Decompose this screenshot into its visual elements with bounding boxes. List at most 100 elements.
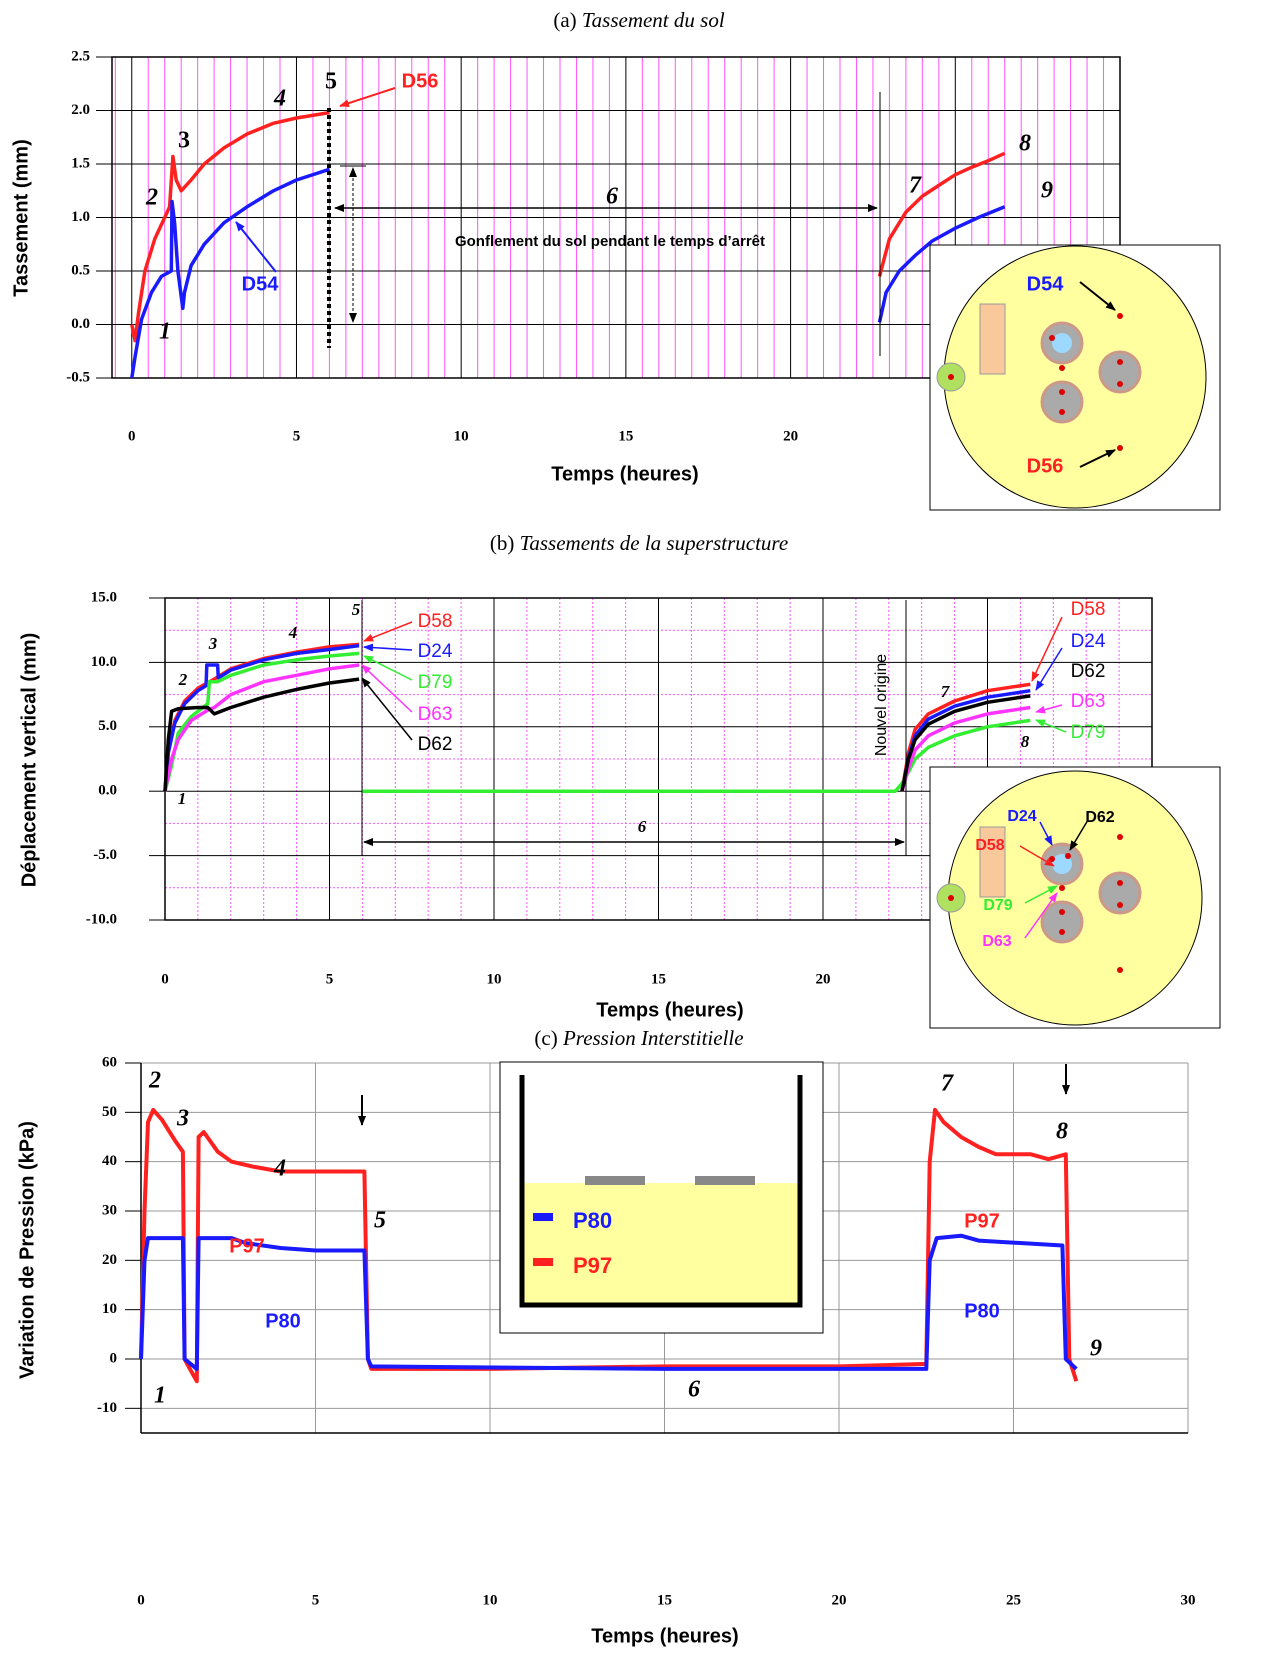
series-label: D62 (1071, 661, 1106, 682)
label-arrow (235, 221, 277, 273)
series-label: D56 (402, 70, 439, 92)
series-label: P97 (229, 1235, 265, 1257)
annotation: 3 (178, 128, 190, 154)
dot (1059, 409, 1065, 415)
label-arrow (363, 655, 413, 681)
dot (1049, 856, 1055, 862)
series-label: D79 (1071, 722, 1106, 743)
panel-title: (c) Pression Interstitielle (534, 1026, 743, 1050)
annotation: 2 (145, 185, 158, 211)
dot (948, 895, 954, 901)
series-line (163, 663, 1031, 792)
series-label: P80 (265, 1310, 301, 1332)
annotation: 1 (178, 789, 187, 808)
annotation: 9 (1090, 1336, 1102, 1362)
annotation: 7 (941, 682, 951, 701)
legend-label: P97 (573, 1253, 612, 1278)
x-tick-label: 20 (783, 428, 798, 444)
series-label: D62 (418, 734, 453, 755)
series-label: D63 (1071, 691, 1106, 712)
x-tick-label: 0 (161, 971, 169, 987)
label-arrow (1024, 892, 1058, 939)
annotation: 3 (176, 1106, 189, 1132)
series-label: D79 (418, 672, 453, 693)
labels: 1 2 3 4 5 6 7 8 9 Gonflement du sol pendant le te… (145, 69, 1115, 1409)
annotation: 9 (1041, 178, 1053, 204)
y-tick-label: 1.5 (71, 155, 90, 171)
y-tick-label: 0.0 (98, 783, 117, 799)
x-tick-label: 20 (816, 971, 831, 987)
dot (1117, 381, 1123, 387)
series-label: D54 (242, 273, 280, 295)
y-tick-label: 50 (102, 1104, 117, 1120)
y-tick-label: 20 (102, 1252, 117, 1268)
x-tick-label: 20 (832, 1592, 847, 1608)
y-tick-label: 0.5 (71, 262, 90, 278)
dot (1059, 929, 1065, 935)
y-axis-title: Variation de Pression (kPa) (16, 1121, 38, 1379)
series-label: P97 (964, 1210, 1000, 1232)
y-tick-label: -0.5 (66, 369, 90, 385)
annotation: 2 (178, 670, 188, 689)
x-tick-label: 10 (487, 971, 502, 987)
x-tick-label: 5 (326, 971, 334, 987)
y-tick-label: 40 (102, 1153, 117, 1169)
annotation: 6 (638, 817, 647, 836)
dot (1117, 967, 1123, 973)
y-axis-title: Tassement (mm) (10, 139, 32, 296)
block (979, 826, 1006, 898)
dot (1117, 834, 1123, 840)
annotation: 8 (1021, 732, 1030, 751)
x-tick-label: 25 (1006, 1592, 1021, 1608)
legend-label: P80 (573, 1208, 612, 1233)
dot (1117, 313, 1123, 319)
label-arrow (363, 643, 413, 652)
label-arrow (1039, 821, 1053, 846)
series-label: D24 (1007, 808, 1036, 825)
label-arrow (1035, 647, 1063, 691)
block (979, 303, 1006, 375)
annotation: 7 (941, 1071, 954, 1097)
y-tick-label: -10.0 (86, 911, 117, 927)
label-arrow (1031, 616, 1063, 682)
y-tick-label: 2.0 (71, 102, 90, 118)
label-arrow (1019, 845, 1055, 867)
legend-swatch (533, 1213, 553, 1221)
dot (1059, 885, 1065, 891)
pile (1098, 350, 1142, 394)
decorations (358, 1064, 1070, 1126)
label-arrow (1069, 819, 1089, 851)
series-label: D63 (982, 933, 1011, 950)
annotation: 1 (154, 1383, 166, 1409)
annotation: 6 (606, 184, 618, 210)
annotation: 4 (273, 86, 286, 112)
y-tick-label: 1.0 (71, 209, 90, 225)
dot (1059, 389, 1065, 395)
tank (522, 1183, 800, 1305)
annotation: 6 (688, 1377, 700, 1403)
annotation: 4 (273, 1156, 286, 1182)
series-label: D24 (418, 641, 453, 662)
x-tick-label: 15 (618, 428, 633, 444)
y-tick-label: 2.5 (71, 48, 90, 64)
panel-label: (b) (490, 531, 515, 555)
dot (1059, 909, 1065, 915)
label-arrow (339, 87, 396, 108)
x-tick-label: 10 (483, 1592, 498, 1608)
y-tick-label: 5.0 (98, 718, 117, 734)
annotation: Gonflement du sol pendant le temps d’arr… (455, 233, 765, 250)
inset (929, 244, 1221, 511)
dot (1049, 335, 1055, 341)
inset (499, 1061, 824, 1334)
label-arrow (1035, 704, 1063, 714)
series-line (139, 1107, 1079, 1384)
y-tick-label: 0.0 (71, 316, 90, 332)
y-tick-label: -10 (97, 1400, 117, 1416)
series-line (130, 167, 1006, 379)
pile-center (1052, 333, 1072, 353)
panel-label: (a) (553, 8, 576, 32)
dot (1117, 880, 1123, 886)
x-tick-label: 0 (137, 1592, 145, 1608)
